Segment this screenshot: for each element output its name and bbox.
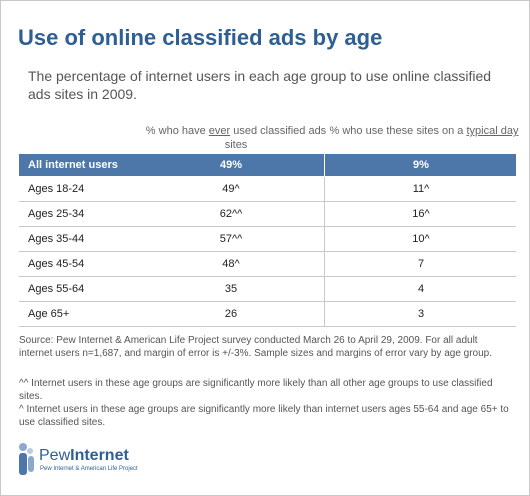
title: Use of online classified ads by age	[18, 25, 383, 50]
cell: 3	[324, 302, 517, 326]
table-row: Age 65+ 26 3	[19, 302, 516, 327]
header-text: ever	[208, 125, 231, 137]
subtitle: The percentage of internet users in each…	[28, 68, 492, 102]
cell: 7	[324, 252, 517, 276]
table-row: Ages 25-34 62^^ 16^	[19, 202, 516, 227]
logo-tagline: Pew Internet & American Life Project	[40, 466, 138, 472]
cell: 35	[224, 283, 238, 295]
table-row: All internet users 49% 9%	[19, 154, 516, 177]
logo-icon	[19, 443, 34, 475]
footnote: ^ Internet users in these age groups are…	[19, 404, 509, 428]
column-header: % who use these sites on a typical day	[329, 124, 519, 138]
cell: 49^	[222, 183, 240, 195]
cell: 48^	[222, 258, 240, 270]
cell: 62^^	[219, 208, 243, 220]
column-header: % who have ever used classified ads site…	[141, 124, 331, 152]
header-text: typical day	[466, 125, 519, 137]
header-text: % who use these sites on a	[329, 125, 467, 137]
logo-text: Internet	[70, 447, 129, 464]
cell: 4	[324, 277, 517, 301]
header-text: used classified ads sites	[224, 125, 327, 151]
row-label: Age 65+	[28, 308, 70, 320]
cell: 10^	[324, 227, 517, 251]
cell: 26	[224, 308, 238, 320]
table-row: Ages 18-24 49^ 11^	[19, 177, 516, 202]
table-row: Ages 45-54 48^ 7	[19, 252, 516, 277]
logo-text: Pew	[39, 447, 71, 464]
row-label: Ages 25-34	[28, 208, 85, 220]
cell: 11^	[324, 177, 517, 201]
table-row: Ages 55-64 35 4	[19, 277, 516, 302]
cell: 16^	[324, 202, 517, 226]
header-text: % who have	[145, 125, 209, 137]
row-label: All internet users	[28, 159, 118, 171]
table-row: Ages 35-44 57^^ 10^	[19, 227, 516, 252]
logo-name: PewInternet	[39, 447, 129, 465]
cell: 9%	[324, 154, 517, 176]
row-label: Ages 35-44	[28, 233, 85, 245]
row-label: Ages 45-54	[28, 258, 85, 270]
row-label: Ages 18-24	[28, 183, 85, 195]
source: Source: Pew Internet & American Life Pro…	[19, 335, 493, 359]
row-label: Ages 55-64	[28, 283, 85, 295]
cell: 57^^	[219, 233, 243, 245]
footnote: ^^ Internet users in these age groups ar…	[19, 378, 493, 402]
cell: 49%	[219, 159, 243, 171]
